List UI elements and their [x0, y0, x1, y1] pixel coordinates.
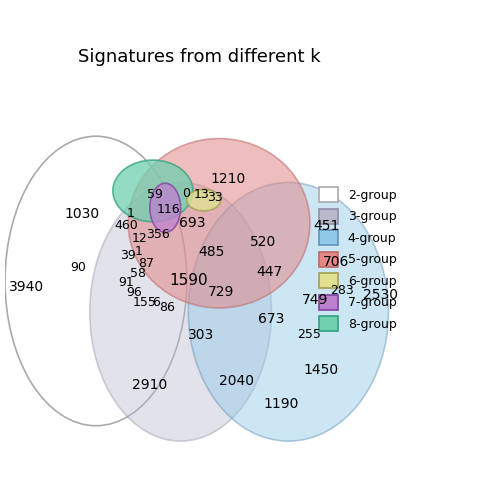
- Text: 86: 86: [159, 301, 175, 313]
- Text: 3940: 3940: [9, 280, 44, 294]
- Text: 451: 451: [313, 219, 340, 232]
- Ellipse shape: [128, 139, 310, 308]
- Text: 303: 303: [188, 328, 215, 342]
- Text: 33: 33: [207, 192, 222, 204]
- Text: 1450: 1450: [303, 362, 338, 376]
- Text: 460: 460: [115, 219, 139, 232]
- Ellipse shape: [113, 160, 193, 222]
- Text: 116: 116: [156, 203, 180, 216]
- Title: Signatures from different k: Signatures from different k: [78, 48, 321, 66]
- Text: 1: 1: [134, 245, 142, 258]
- Text: 90: 90: [70, 261, 86, 274]
- Text: 12: 12: [132, 232, 148, 245]
- Ellipse shape: [90, 182, 272, 441]
- Text: 6: 6: [152, 296, 160, 309]
- Text: 58: 58: [130, 267, 146, 280]
- Text: 2040: 2040: [219, 374, 254, 388]
- Legend: 2-group, 3-group, 4-group, 5-group, 6-group, 7-group, 8-group: 2-group, 3-group, 4-group, 5-group, 6-gr…: [314, 182, 402, 337]
- Text: 1190: 1190: [263, 397, 298, 411]
- Text: 13: 13: [194, 188, 209, 201]
- Ellipse shape: [150, 183, 180, 232]
- Text: 1030: 1030: [65, 207, 100, 221]
- Text: 520: 520: [250, 235, 276, 249]
- Text: 447: 447: [256, 265, 282, 279]
- Text: 729: 729: [208, 285, 234, 299]
- Text: 485: 485: [198, 245, 225, 259]
- Text: 356: 356: [146, 227, 169, 240]
- Ellipse shape: [188, 182, 389, 441]
- Text: 255: 255: [297, 329, 321, 341]
- Text: 1210: 1210: [211, 172, 246, 186]
- Text: 1: 1: [127, 207, 135, 220]
- Text: 87: 87: [138, 257, 154, 270]
- Text: 1590: 1590: [169, 274, 208, 288]
- Text: 91: 91: [118, 276, 134, 289]
- Text: 2910: 2910: [132, 378, 167, 392]
- Text: 155: 155: [133, 296, 156, 309]
- Ellipse shape: [187, 190, 221, 211]
- Text: 749: 749: [302, 293, 329, 307]
- Text: 0: 0: [182, 187, 190, 201]
- Text: 59: 59: [147, 188, 163, 201]
- Text: 673: 673: [258, 312, 284, 327]
- Text: 706: 706: [323, 255, 349, 269]
- Text: 2530: 2530: [363, 288, 398, 302]
- Text: 39: 39: [120, 249, 136, 262]
- Text: 283: 283: [331, 284, 354, 297]
- Text: 693: 693: [179, 216, 206, 230]
- Text: 96: 96: [126, 286, 142, 299]
